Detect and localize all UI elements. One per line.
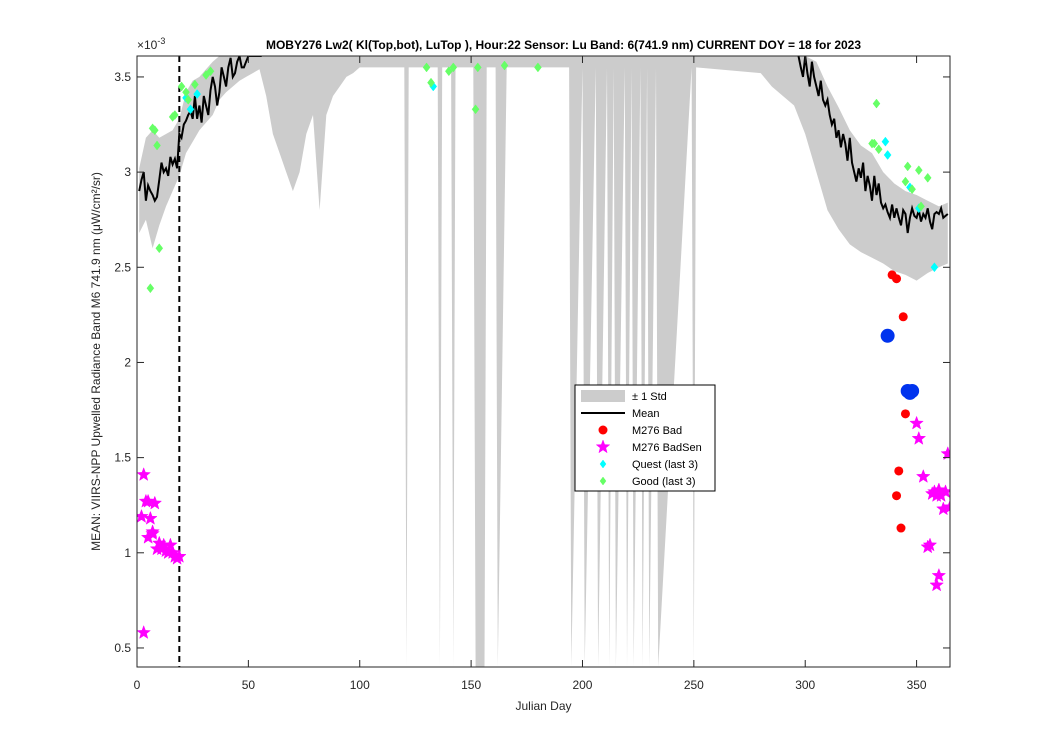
legend-swatch-good bbox=[599, 476, 607, 486]
good-point bbox=[500, 60, 509, 71]
good-point bbox=[903, 161, 912, 172]
x-tick-label: 50 bbox=[242, 678, 256, 692]
plot-clip-group bbox=[137, 56, 950, 667]
badsen-point bbox=[922, 537, 938, 552]
good-point bbox=[534, 62, 542, 73]
bad-point bbox=[894, 466, 904, 476]
plot-area bbox=[137, 56, 950, 667]
legend-box bbox=[574, 384, 716, 492]
y-tick-label: 2 bbox=[124, 355, 131, 369]
y-axis-label: MEAN: VIIRS-NPP Upwelled Radiance Band M… bbox=[89, 172, 103, 551]
good-point bbox=[449, 62, 458, 73]
x-tick-label: 150 bbox=[461, 678, 481, 692]
badsen-point bbox=[137, 467, 151, 481]
bad-point bbox=[896, 523, 906, 533]
y-tick-label: 2.5 bbox=[114, 260, 131, 274]
good-point bbox=[874, 144, 883, 155]
good-point bbox=[146, 283, 155, 294]
y-tick-label: 0.5 bbox=[114, 641, 131, 655]
badsen-point bbox=[938, 484, 950, 499]
good-point bbox=[923, 172, 932, 183]
good-point bbox=[473, 62, 482, 73]
legend-label: Mean bbox=[632, 408, 660, 420]
quest-point bbox=[186, 104, 195, 115]
good-point bbox=[917, 201, 925, 212]
legend-swatch-bad bbox=[598, 425, 608, 435]
good-point bbox=[427, 77, 435, 88]
good-point bbox=[177, 81, 186, 92]
bad-point bbox=[892, 491, 902, 501]
good-point bbox=[153, 140, 161, 151]
x-tick-label: 200 bbox=[572, 678, 592, 692]
mean-line bbox=[797, 56, 949, 234]
legend: ± 1 Std Mean M276 Bad M276 BadSen Quest (las… bbox=[574, 384, 716, 492]
bad-point bbox=[892, 274, 902, 284]
good-point bbox=[202, 70, 210, 80]
bad-point bbox=[898, 312, 908, 322]
mean-line bbox=[138, 56, 262, 204]
badsen-point bbox=[942, 499, 950, 514]
legend-swatch-quest bbox=[599, 459, 607, 469]
badsen-point bbox=[915, 468, 931, 483]
good-point bbox=[151, 125, 159, 136]
axis-ticks: 0 50 100 150 200 250 300 350 0.5 1 1.5 2 2.5 3 3.5 bbox=[114, 56, 950, 692]
y-tick-label: 3.5 bbox=[114, 70, 131, 84]
badsen-point bbox=[929, 577, 944, 592]
bad-point bbox=[900, 409, 910, 419]
good-point bbox=[171, 110, 179, 120]
x-tick-label: 100 bbox=[350, 678, 370, 692]
large-bad-point bbox=[880, 328, 895, 343]
good-point bbox=[908, 184, 916, 195]
good-point bbox=[155, 243, 164, 254]
badsen-point bbox=[163, 537, 178, 552]
y-axis-exponent: ×10-3 bbox=[137, 36, 165, 52]
badsen-point bbox=[911, 430, 927, 445]
legend-swatch-band bbox=[581, 390, 625, 402]
good-point bbox=[471, 104, 480, 115]
badsen-point bbox=[940, 446, 950, 461]
good-point bbox=[206, 66, 215, 77]
legend-label: Good (last 3) bbox=[632, 476, 696, 488]
x-tick-label: 350 bbox=[907, 678, 927, 692]
x-tick-label: 0 bbox=[134, 678, 141, 692]
legend-label: M276 Bad bbox=[632, 425, 682, 437]
quest-point bbox=[930, 262, 939, 273]
badsen-point bbox=[145, 526, 160, 540]
quest-point bbox=[193, 89, 201, 99]
badsen-point bbox=[172, 548, 187, 563]
legend-label: Quest (last 3) bbox=[632, 459, 698, 471]
badsen-point bbox=[137, 508, 149, 523]
y-tick-label: 3 bbox=[124, 165, 131, 179]
good-point bbox=[445, 66, 453, 77]
good-point bbox=[901, 176, 910, 187]
badsen-point bbox=[137, 624, 151, 639]
badsen-point bbox=[931, 567, 947, 582]
legend-swatch-badsen bbox=[595, 439, 611, 454]
badsen-point bbox=[143, 510, 158, 525]
badsen-point bbox=[931, 482, 947, 497]
good-point bbox=[191, 79, 199, 90]
y-tick-label: 1 bbox=[124, 546, 131, 560]
badsen-point bbox=[140, 493, 156, 508]
good-point bbox=[872, 98, 881, 109]
axes-box bbox=[136, 55, 951, 668]
good-point bbox=[182, 87, 190, 98]
chart-title: MOBY276 Lw2( Kl(Top,bot), LuTop ), Hour:… bbox=[266, 38, 861, 52]
badsen-point bbox=[909, 415, 924, 430]
legend-label: M276 BadSen bbox=[632, 442, 702, 454]
good-point bbox=[870, 138, 879, 149]
x-tick-label: 250 bbox=[684, 678, 704, 692]
good-point bbox=[422, 62, 431, 73]
quest-point bbox=[883, 150, 892, 160]
large-bad-point bbox=[905, 384, 920, 399]
good-point bbox=[184, 94, 193, 105]
good-point bbox=[914, 165, 923, 176]
y-tick-label: 1.5 bbox=[114, 451, 131, 465]
quest-point bbox=[881, 136, 890, 147]
x-tick-label: 300 bbox=[795, 678, 815, 692]
x-axis-label: Julian Day bbox=[515, 699, 571, 713]
legend-label: ± 1 Std bbox=[632, 391, 667, 403]
